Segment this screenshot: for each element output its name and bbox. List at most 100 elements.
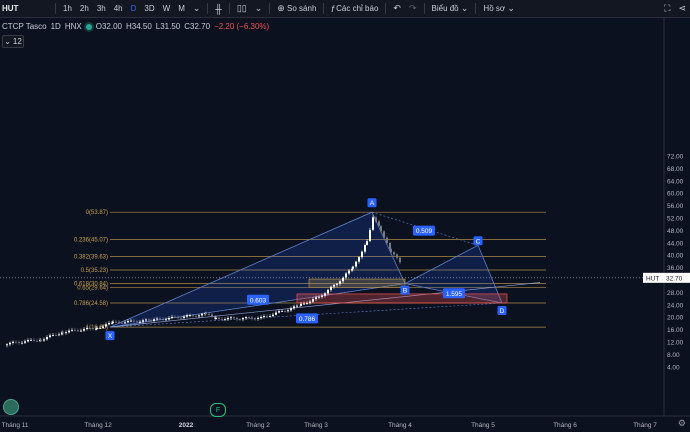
chevron-down-icon: ⌄: [507, 3, 515, 13]
candle-body: [330, 286, 332, 290]
price-tick-label: 48.00: [667, 228, 684, 235]
candle-body: [40, 339, 42, 341]
plus-circle-icon: ⊕: [277, 3, 285, 13]
flag-icon[interactable]: [3, 399, 19, 415]
profile-menu[interactable]: Hồ sơ ⌄: [479, 0, 518, 17]
current-price-value: 32.70: [666, 275, 683, 282]
trend-line: [109, 282, 541, 328]
ratio-label-bg: [443, 288, 465, 299]
bar-type-dropdown[interactable]: ⌄: [251, 0, 267, 17]
candle-body: [389, 243, 391, 249]
chart-type-menu[interactable]: Biểu đồ ⌄: [428, 0, 473, 17]
divider: [228, 3, 230, 14]
undo-button[interactable]: ↶: [389, 0, 405, 17]
candle-body: [102, 326, 104, 328]
current-price-symbol: HUT: [646, 275, 659, 282]
compare-label: So sánh: [287, 4, 317, 13]
legend-close: C32.70: [184, 22, 211, 31]
candle-body: [303, 303, 305, 305]
time-tick-label: Tháng 3: [304, 422, 328, 429]
chevron-down-icon: ⌄: [254, 3, 263, 13]
interval-dropdown[interactable]: ⌄: [189, 0, 205, 17]
time-tick-label: Tháng 2: [246, 422, 270, 429]
gear-icon[interactable]: ⚙: [677, 418, 686, 428]
candle-body: [245, 317, 247, 319]
fib-level-label: 0.65(29.64): [77, 285, 108, 291]
candle-body: [49, 335, 51, 338]
chevron-down-icon: ⌄: [460, 3, 469, 13]
current-price-badge: [643, 272, 690, 283]
candle-body: [95, 328, 97, 330]
candle-body: [86, 327, 88, 330]
interval-3h[interactable]: 3h: [96, 4, 106, 13]
event-f-icon[interactable]: F: [210, 403, 226, 417]
interval-m[interactable]: M: [178, 4, 185, 13]
candle-body: [380, 225, 382, 232]
candle-body: [333, 284, 335, 287]
share-icon[interactable]: ⋖: [678, 3, 686, 13]
point-label: D: [500, 308, 505, 315]
candle-body: [195, 315, 197, 317]
candle-body: [275, 312, 277, 315]
candle-body: [396, 254, 398, 258]
chart-canvas[interactable]: 72.00 68.00 64.00 60.00 56.00 52.00 48.00 44.00…: [0, 18, 690, 432]
point-label-bg: [105, 331, 115, 341]
candle-body: [118, 321, 120, 323]
right-tools: ⛶ ⋖: [664, 0, 686, 17]
point-label: X: [108, 333, 113, 340]
interval-w[interactable]: W: [162, 4, 171, 13]
price-tick-label: 4.00: [667, 364, 680, 371]
candle-body: [139, 321, 141, 323]
interval-3d[interactable]: 3D: [144, 4, 155, 13]
ratio-label-bg: [296, 313, 318, 324]
candle-body: [361, 251, 363, 258]
candle-body: [18, 342, 20, 343]
legend-name: CTCP Tasco: [2, 22, 47, 31]
bar-type-button[interactable]: ▯▯: [233, 0, 251, 17]
ratio-label: 1.595: [446, 291, 463, 298]
candle-body: [230, 317, 232, 319]
redo-button[interactable]: ↷: [405, 0, 421, 17]
candle-body: [205, 313, 207, 314]
candle-body: [251, 317, 253, 319]
compare-button[interactable]: ⊕ So sánh: [273, 0, 320, 17]
interval-4h[interactable]: 4h: [113, 4, 123, 13]
profile-label: Hồ sơ: [483, 4, 506, 13]
candle-body: [224, 319, 226, 321]
candle-body: [321, 295, 323, 297]
interval-1h[interactable]: 1h: [63, 4, 72, 13]
time-tick-label: 2022: [179, 422, 194, 429]
point-label-bg: [473, 236, 483, 246]
indicators-button[interactable]: f Các chỉ báo: [327, 0, 382, 17]
candle-body: [358, 257, 360, 262]
legend-collapse-button[interactable]: ⌄ 12: [2, 35, 24, 48]
time-tick-label: Tháng 4: [388, 422, 412, 429]
candle-body: [9, 342, 11, 345]
candle-body: [142, 320, 144, 322]
candle-body: [127, 320, 129, 323]
candle-body: [281, 311, 283, 312]
candle-body: [211, 314, 213, 317]
market-status-icon: [85, 23, 92, 30]
price-tick-label: 28.00: [667, 290, 684, 297]
candle-body: [136, 321, 138, 323]
chart-background: [0, 18, 664, 416]
chart-legend: CTCP Tasco 1D HNX O32.00 H34.50 L31.50 C…: [2, 22, 269, 31]
candle-body: [145, 319, 147, 321]
interval-2h[interactable]: 2h: [79, 4, 89, 13]
candle-body: [269, 316, 271, 317]
symbol-search-button[interactable]: HUT: [2, 4, 19, 13]
interval-d[interactable]: D: [130, 4, 137, 13]
candle-body: [24, 341, 26, 343]
pattern-xb-line: [109, 283, 406, 328]
candle-type-button[interactable]: ╫: [211, 0, 225, 17]
price-tick-label: 20.00: [667, 315, 684, 322]
candle-body: [386, 237, 388, 244]
divider: [475, 3, 477, 14]
candle-body: [378, 221, 380, 226]
chevron-down-icon: ⌄: [192, 3, 201, 13]
candle-body: [36, 340, 38, 342]
price-tick-label: 8.00: [667, 352, 680, 359]
fullscreen-icon[interactable]: ⛶: [664, 3, 671, 13]
candle-body: [111, 322, 113, 324]
